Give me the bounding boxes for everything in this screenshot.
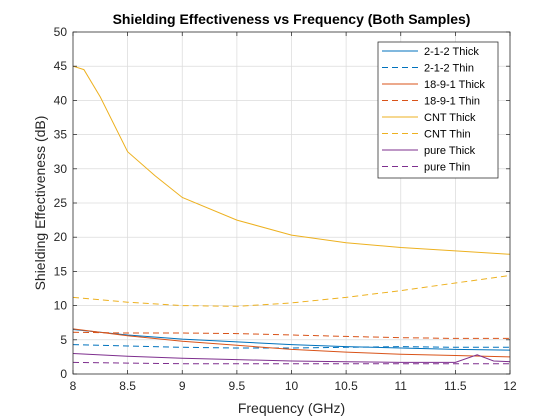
y-tick-label: 40 [54,93,68,107]
x-tick-label: 10 [285,379,299,393]
legend: 2-1-2 Thick 2-1-2 Thin 18-9-1 Thick 18-9-1 … [377,41,499,179]
legend-box [377,41,499,179]
x-tick-label: 8 [70,379,77,393]
series-line-pure-thin [72,361,510,365]
x-tick-label: 9.5 [229,379,246,393]
tick-labels: 8 8.5 9 9.5 10 10.5 11 11.5 12 0 5 10 15 20 25 30 35 40 45… [54,25,517,393]
x-axis-label: Frequency (GHz) [238,400,345,416]
legend-label: CNT Thin [424,129,471,141]
legend-label: CNT Thick [424,112,476,124]
y-tick-label: 5 [60,333,67,347]
x-tick-label: 11.5 [444,379,467,393]
x-tick-label: 10.5 [334,379,358,393]
x-tick-label: 12 [503,379,517,393]
x-tick-label: 11 [395,379,408,393]
legend-label: 2-1-2 Thin [424,63,474,75]
legend-label: 18-9-1 Thin [424,96,480,108]
y-tick-label: 0 [60,367,67,381]
series-line-18-9-1-thin [72,331,510,339]
legend-label: pure Thin [424,162,470,174]
legend-entries: 2-1-2 Thick 2-1-2 Thin 18-9-1 Thick 18-9-1 … [382,46,485,174]
legend-label: 18-9-1 Thick [424,79,485,91]
y-tick-label: 50 [54,25,68,39]
legend-label: pure Thick [424,145,476,157]
y-tick-label: 15 [54,264,68,278]
series-line-cnt-thin [72,275,511,307]
y-tick-label: 25 [54,196,68,210]
y-tick-label: 30 [54,162,68,176]
series-group [72,65,511,365]
legend-label: 2-1-2 Thick [424,46,479,58]
series-line-18-9-1-thick [72,328,511,358]
x-tick-label: 9 [179,379,186,393]
y-tick-label: 45 [54,59,68,73]
y-tick-label: 20 [54,230,68,244]
series-line-cnt-thick [72,65,511,255]
y-axis-label: Shielding Effectiveness (dB) [32,116,48,291]
series-line-2-1-2-thin [72,344,510,349]
chart-title: Shielding Effectiveness vs Frequency (Bo… [113,11,471,27]
series-line-pure-thick [72,353,511,363]
y-tick-label: 10 [54,299,68,313]
y-tick-label: 35 [54,128,68,142]
x-tick-label: 8.5 [119,379,136,393]
series-line-2-1-2-thick [72,329,511,351]
